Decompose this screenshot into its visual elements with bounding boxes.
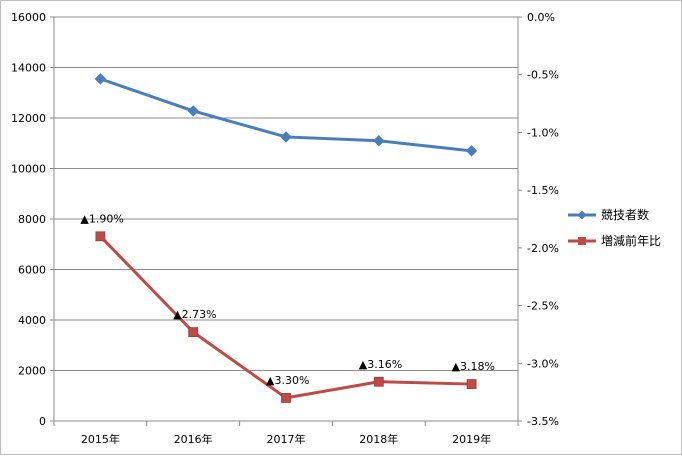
right-tick-label: -2.5% [527, 300, 559, 313]
data-labels: ▲1.90% ▲2.73% ▲3.30% ▲3.16% ▲3.18% [80, 212, 495, 387]
left-tick-label: 2000 [18, 365, 46, 378]
series-point [188, 327, 199, 338]
data-label: ▲3.30% [266, 374, 309, 387]
series-point [466, 379, 477, 389]
left-tick-label: 6000 [18, 264, 46, 277]
x-tick-label: 2016年 [174, 432, 213, 446]
left-tick-label: 10000 [11, 163, 46, 176]
x-axis-ticks: 2015年 2016年 2017年 2018年 2019年 [81, 432, 491, 446]
series-point [465, 145, 478, 157]
series-point [187, 105, 199, 117]
axes [50, 16, 522, 426]
legend-label: 競技者数 [601, 207, 649, 222]
series-point [95, 231, 106, 242]
left-tick-label: 4000 [18, 314, 46, 327]
x-tick-label: 2017年 [267, 432, 306, 446]
series-point [281, 393, 291, 403]
series [94, 73, 478, 403]
left-tick-label: 16000 [11, 11, 46, 24]
data-label: ▲1.90% [80, 212, 123, 225]
legend-marker [578, 237, 586, 245]
right-tick-label: -1.0% [527, 126, 559, 139]
series-point [280, 131, 292, 143]
left-tick-label: 8000 [18, 213, 46, 226]
series-point [94, 73, 107, 85]
right-tick-label: -0.5% [527, 69, 559, 82]
legend-marker [577, 210, 587, 220]
right-tick-label: -3.5% [527, 415, 559, 428]
left-tick-label: 12000 [11, 112, 46, 125]
data-label: ▲3.18% [452, 360, 495, 373]
series-point [373, 135, 385, 147]
series-point [373, 376, 384, 387]
left-tick-label: 14000 [11, 62, 46, 75]
x-tick-label: 2018年 [359, 432, 398, 446]
right-axis-ticks: 0.0% -0.5% -1.0% -1.5% -2.0% -2.5% -3.0% -3.5% [527, 11, 559, 428]
x-tick-label: 2015年 [81, 432, 120, 446]
x-tick-label: 2019年 [452, 432, 491, 446]
left-tick-label: 0 [39, 415, 46, 428]
right-tick-label: 0.0% [527, 11, 555, 24]
right-tick-label: -2.0% [527, 242, 559, 255]
data-label: ▲2.73% [173, 308, 216, 321]
data-label: ▲3.16% [359, 358, 402, 371]
right-tick-label: -1.5% [527, 184, 559, 197]
right-tick-label: -3.0% [527, 357, 559, 370]
left-axis-ticks: 0 2000 4000 6000 8000 10000 12000 14000 16000 [11, 11, 46, 428]
legend-label: 増減前年比 [601, 233, 661, 248]
